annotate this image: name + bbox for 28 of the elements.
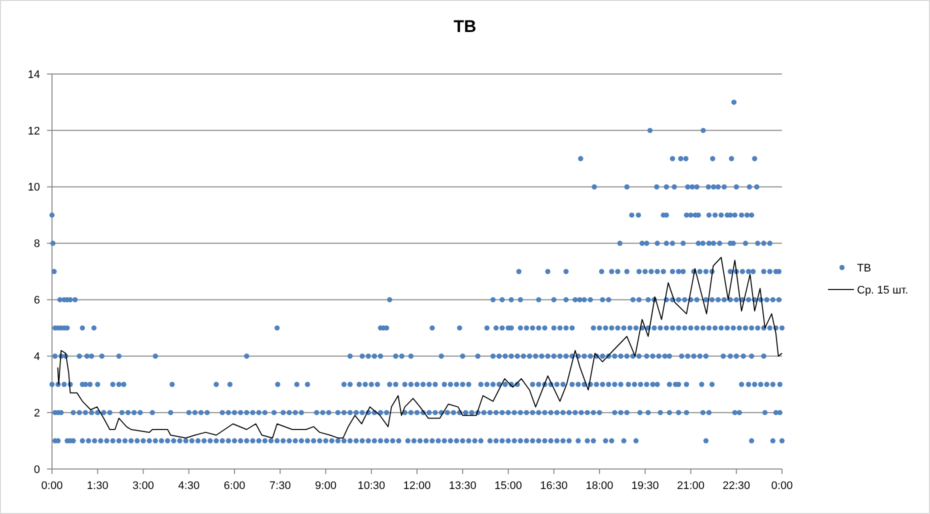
y-tick-label: 4 xyxy=(34,350,40,363)
x-tick-label: 6:00 xyxy=(224,480,246,492)
y-tick-label: 6 xyxy=(34,294,40,307)
x-tick-label: 0:00 xyxy=(771,480,793,492)
y-tick-label: 2 xyxy=(34,407,40,420)
x-tick-label: 18:00 xyxy=(586,480,614,492)
y-tick-label: 0 xyxy=(34,464,40,476)
x-tick-label: 22:30 xyxy=(722,480,750,492)
x-tick-label: 0:00 xyxy=(41,480,63,492)
y-tick-label: 10 xyxy=(28,182,40,194)
x-tick-label: 16:30 xyxy=(540,480,568,492)
x-tick-label: 21:00 xyxy=(676,480,705,492)
x-tick-label: 10:30 xyxy=(358,480,386,492)
x-tick-label: 1:30 xyxy=(86,480,108,492)
y-tick-label: 8 xyxy=(34,238,40,250)
y-tick-label: 12 xyxy=(28,125,40,138)
x-tick-label: 7:30 xyxy=(269,480,291,492)
x-tick-label: 13:30 xyxy=(448,480,476,492)
y-tick-label: 14 xyxy=(28,68,40,81)
legend-label: Ср. 15 шт. xyxy=(857,284,908,296)
x-tick-label: 15:00 xyxy=(494,480,522,492)
x-tick-label: 3:00 xyxy=(132,480,154,492)
x-tick-label: 19:30 xyxy=(631,480,659,492)
x-tick-label: 4:30 xyxy=(178,480,200,492)
legend-label: ТВ xyxy=(857,262,872,274)
x-tick-label: 9:00 xyxy=(315,480,336,492)
chart-title: ТВ xyxy=(454,17,476,36)
x-tick-label: 12:00 xyxy=(403,480,431,492)
